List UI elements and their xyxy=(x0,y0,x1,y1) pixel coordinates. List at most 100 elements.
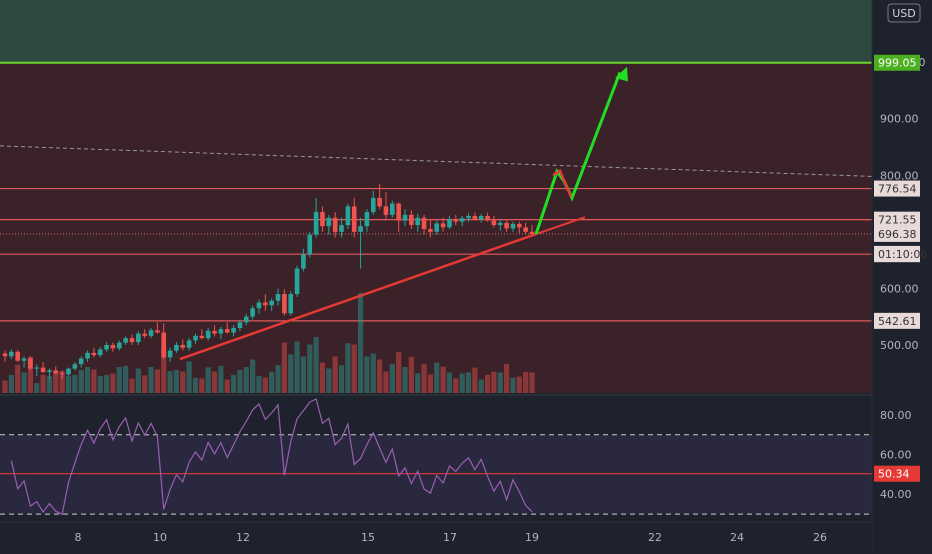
time-axis[interactable]: 8 10 12 15 17 19 22 24 26 xyxy=(0,521,872,550)
rsi-current-tag-bg xyxy=(874,465,920,482)
candle-body-20 xyxy=(129,338,135,343)
candle-body-15 xyxy=(97,349,103,356)
rsi-tick-40.00: 40.00 xyxy=(880,488,912,501)
volume-bar-15 xyxy=(97,376,103,393)
triangle-resistance-line xyxy=(0,145,873,177)
candle-body-74 xyxy=(472,216,478,220)
candle-body-65 xyxy=(415,217,421,226)
volume-bar-67 xyxy=(427,374,434,393)
volume-bar-58 xyxy=(370,353,376,393)
candle-body-30 xyxy=(193,335,198,341)
time-tick-10: 10 xyxy=(153,531,167,544)
volume-bar-72 xyxy=(459,373,465,393)
candle-body-55 xyxy=(351,206,357,232)
currency-label: USD xyxy=(892,7,916,20)
candle-body-77 xyxy=(491,220,497,226)
volume-bar-68 xyxy=(434,362,440,393)
volume-bar-40 xyxy=(256,376,262,393)
candle-body-43 xyxy=(275,294,281,301)
volume-bar-66 xyxy=(421,364,427,393)
volume-bar-64 xyxy=(408,356,414,393)
candle-body-57 xyxy=(364,212,370,227)
volume-bar-43 xyxy=(275,365,281,393)
volume-bar-8 xyxy=(53,371,59,393)
volume-bar-5 xyxy=(34,383,40,393)
volume-bar-82 xyxy=(523,371,529,393)
volume-bar-39 xyxy=(250,359,256,393)
volume-bar-53 xyxy=(338,365,345,393)
volume-bar-57 xyxy=(364,356,370,393)
candle-body-56 xyxy=(358,226,363,232)
currency-button[interactable] xyxy=(887,3,921,23)
volume-bar-17 xyxy=(110,373,116,393)
candle-body-3 xyxy=(21,358,27,361)
time-tick-26: 26 xyxy=(813,531,827,544)
candle-body-25 xyxy=(161,332,167,358)
candle-body-64 xyxy=(409,214,414,226)
candle-body-76 xyxy=(485,216,490,221)
candle-body-13 xyxy=(85,352,90,359)
volume-bar-7 xyxy=(46,376,53,393)
candle-body-52 xyxy=(332,217,338,232)
candle-body-16 xyxy=(104,344,109,350)
volume-bar-71 xyxy=(453,378,459,393)
time-tick-17: 17 xyxy=(443,531,457,544)
rsi-tick-80.00: 80.00 xyxy=(880,409,912,422)
price-tick-500.00: 500.00 xyxy=(880,339,919,352)
volume-bar-12 xyxy=(78,370,84,393)
candle-layer xyxy=(2,183,535,379)
candle-body-27 xyxy=(174,344,179,351)
volume-bar-32 xyxy=(205,367,211,393)
price-axis[interactable]: 500.00600.00700.00800.00900.001000.00999… xyxy=(871,0,932,550)
volume-bar-63 xyxy=(402,367,408,393)
rsi-line xyxy=(10,398,533,516)
volume-bar-14 xyxy=(91,369,97,393)
volume-bar-34 xyxy=(218,365,224,393)
volume-bar-50 xyxy=(319,362,326,393)
level-tag-721.55-bg xyxy=(874,211,920,228)
volume-bar-51 xyxy=(326,368,332,393)
volume-bar-25 xyxy=(161,345,167,393)
level-tag-999.05-bg xyxy=(874,54,920,71)
volume-bar-28 xyxy=(180,371,186,393)
volume-bar-30 xyxy=(192,377,199,393)
candle-body-67 xyxy=(428,229,433,232)
price-tick-900.00: 900.00 xyxy=(880,113,919,126)
time-axis-background xyxy=(0,522,872,550)
zone-0 xyxy=(0,0,872,63)
candle-body-58 xyxy=(370,197,376,213)
candle-body-5 xyxy=(34,367,40,369)
candle-body-66 xyxy=(421,217,427,230)
volume-bar-49 xyxy=(313,337,319,393)
candle-body-54 xyxy=(345,206,351,226)
candle-body-38 xyxy=(243,316,249,323)
volume-bar-75 xyxy=(478,379,484,393)
candle-body-39 xyxy=(250,308,255,317)
volume-bar-48 xyxy=(307,344,313,393)
candle-body-79 xyxy=(504,222,509,229)
currency-box[interactable]: USD xyxy=(887,3,921,23)
candle-body-41 xyxy=(263,302,268,306)
volume-bar-6 xyxy=(40,374,46,393)
price-tick-800.00: 800.00 xyxy=(880,169,919,182)
price-pane[interactable] xyxy=(0,0,872,393)
volume-bar-80 xyxy=(510,377,516,393)
candle-body-53 xyxy=(339,225,344,232)
candle-body-71 xyxy=(453,219,459,222)
candle-body-50 xyxy=(320,212,325,227)
candle-body-63 xyxy=(402,214,408,221)
time-tick-8: 8 xyxy=(75,531,82,544)
time-tick-12: 12 xyxy=(236,531,250,544)
volume-bar-73 xyxy=(465,372,472,393)
level-tag-776.54: 776.54 xyxy=(878,183,917,196)
candle-body-82 xyxy=(523,227,528,232)
candle-body-42 xyxy=(269,300,274,306)
rsi-pane[interactable] xyxy=(0,394,932,516)
candle-body-7 xyxy=(47,370,52,373)
time-tick-24: 24 xyxy=(730,531,744,544)
volume-bar-46 xyxy=(294,341,300,393)
candle-body-22 xyxy=(142,333,147,336)
time-tick-19: 19 xyxy=(525,531,539,544)
